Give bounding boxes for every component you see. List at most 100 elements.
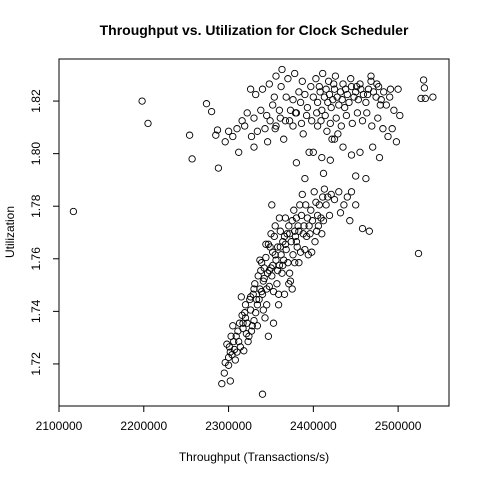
data-point bbox=[293, 243, 301, 251]
data-point bbox=[278, 269, 286, 277]
data-point bbox=[346, 217, 354, 225]
data-point bbox=[224, 353, 233, 362]
data-point bbox=[291, 69, 299, 78]
data-point bbox=[235, 319, 244, 327]
data-point bbox=[340, 201, 348, 209]
data-point bbox=[330, 85, 339, 93]
data-point bbox=[348, 119, 356, 128]
data-point bbox=[362, 98, 370, 107]
data-point bbox=[313, 227, 321, 235]
data-point bbox=[300, 222, 308, 230]
data-point bbox=[275, 214, 284, 222]
data-point bbox=[316, 88, 324, 96]
data-point bbox=[274, 290, 283, 298]
data-point bbox=[212, 131, 220, 139]
data-point bbox=[301, 245, 309, 254]
data-point bbox=[290, 206, 298, 214]
data-point bbox=[295, 227, 303, 235]
data-point bbox=[356, 148, 364, 156]
data-point bbox=[218, 380, 226, 388]
data-point bbox=[352, 172, 360, 180]
data-point bbox=[289, 96, 297, 104]
data-point bbox=[369, 143, 377, 151]
data-point bbox=[230, 345, 239, 354]
data-point bbox=[330, 135, 339, 143]
data-point bbox=[373, 80, 381, 88]
data-point bbox=[274, 243, 282, 251]
data-point bbox=[328, 135, 336, 143]
data-point bbox=[260, 264, 268, 272]
data-point bbox=[262, 240, 270, 248]
data-point bbox=[202, 100, 211, 108]
data-point bbox=[269, 319, 278, 327]
data-point bbox=[265, 80, 273, 88]
data-point bbox=[268, 201, 276, 209]
data-point bbox=[363, 109, 371, 117]
data-point bbox=[358, 224, 367, 233]
data-point bbox=[274, 301, 283, 309]
data-point bbox=[271, 251, 279, 259]
data-point bbox=[314, 222, 323, 230]
data-point bbox=[322, 85, 330, 93]
data-point bbox=[347, 151, 356, 159]
data-point bbox=[259, 306, 267, 314]
data-point bbox=[350, 93, 358, 101]
data-point bbox=[265, 282, 273, 291]
data-point bbox=[244, 337, 252, 346]
data-point bbox=[417, 94, 425, 103]
data-point bbox=[306, 230, 314, 238]
data-point bbox=[342, 111, 351, 120]
data-point bbox=[269, 261, 277, 270]
data-point bbox=[374, 114, 382, 122]
data-point bbox=[273, 280, 281, 288]
data-point bbox=[252, 295, 261, 304]
data-point bbox=[267, 230, 275, 238]
data-point bbox=[297, 211, 306, 220]
x-tick-label: 2500000 bbox=[375, 419, 422, 433]
data-point bbox=[338, 96, 346, 104]
data-point bbox=[319, 193, 327, 201]
data-point bbox=[319, 217, 328, 225]
data-point bbox=[221, 138, 229, 146]
data-point bbox=[283, 230, 291, 238]
data-point bbox=[296, 201, 304, 209]
data-point bbox=[223, 340, 231, 348]
y-tick-label: 1.74 bbox=[29, 299, 43, 323]
data-point bbox=[429, 93, 437, 101]
data-point bbox=[337, 122, 345, 130]
data-point bbox=[341, 103, 349, 112]
data-point bbox=[377, 96, 385, 104]
data-point bbox=[319, 69, 327, 78]
data-point bbox=[280, 256, 288, 264]
data-point bbox=[329, 96, 337, 104]
data-point bbox=[390, 106, 398, 114]
data-point bbox=[256, 256, 264, 264]
data-point bbox=[303, 103, 312, 112]
data-point bbox=[359, 90, 368, 99]
data-point bbox=[251, 280, 259, 288]
data-point bbox=[308, 117, 316, 125]
data-point bbox=[352, 82, 361, 91]
data-point bbox=[282, 93, 290, 101]
data-point bbox=[325, 90, 334, 99]
data-point bbox=[309, 93, 317, 101]
data-point bbox=[375, 153, 384, 162]
data-point bbox=[239, 324, 247, 333]
data-point bbox=[207, 107, 216, 116]
data-point bbox=[289, 122, 297, 130]
data-point bbox=[246, 85, 255, 93]
data-point bbox=[297, 119, 306, 128]
data-point bbox=[240, 347, 248, 355]
data-point bbox=[224, 361, 233, 369]
data-point bbox=[295, 259, 303, 267]
plot-frame bbox=[58, 58, 450, 407]
data-point bbox=[330, 195, 339, 204]
data-point bbox=[313, 109, 321, 117]
data-point bbox=[294, 222, 302, 230]
data-point bbox=[242, 330, 251, 338]
data-point bbox=[227, 332, 235, 340]
data-point bbox=[272, 122, 280, 130]
data-point bbox=[284, 75, 292, 83]
data-point bbox=[312, 75, 320, 83]
data-point bbox=[241, 301, 250, 309]
